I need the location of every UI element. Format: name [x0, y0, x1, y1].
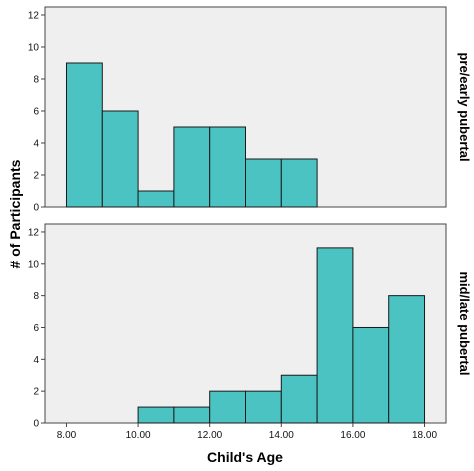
- histogram-bar: [137, 406, 175, 424]
- histogram-bar: [173, 406, 211, 424]
- panel-label-pre-early-pubertal: pre/early pubertal: [457, 52, 472, 161]
- x-tick-label: 18.00: [412, 430, 437, 441]
- histogram-bar: [137, 190, 175, 208]
- y-axis-title: # of Participants: [7, 159, 23, 268]
- histogram-bar: [209, 390, 246, 424]
- panel-label-mid-late-pubertal: mid/late pubertal: [457, 271, 472, 375]
- histogram-bar: [209, 126, 246, 208]
- histogram-bar: [173, 126, 211, 208]
- y-tick-label: 0: [33, 419, 39, 430]
- y-tick-label: 4: [33, 355, 39, 366]
- x-tick-label: 10.00: [126, 430, 151, 441]
- histogram-bar: [352, 326, 390, 424]
- histogram-bar: [388, 295, 426, 424]
- y-tick-label: 12: [28, 227, 40, 238]
- histogram-bar: [280, 374, 318, 424]
- y-tick-label: 4: [33, 139, 39, 150]
- x-axis: 8.00 10.00 12.00 14.00 16.00 18.00: [57, 423, 437, 441]
- x-tick-label: 8.00: [57, 430, 77, 441]
- y-tick-label: 10: [28, 43, 40, 54]
- x-tick-label: 12.00: [197, 430, 222, 441]
- histogram-bar: [101, 110, 139, 208]
- histogram-bar: [245, 158, 282, 208]
- y-tick-label: 10: [28, 259, 40, 270]
- x-axis-title: Child's Age: [207, 449, 283, 465]
- x-tick-label: 14.00: [269, 430, 294, 441]
- histogram-bar: [65, 62, 103, 208]
- y-tick-label: 6: [33, 107, 39, 118]
- histogram-bar: [280, 158, 318, 208]
- y-tick-label: 2: [33, 387, 39, 398]
- panel-pre-early-pubertal: 0 2 4 6 8 10 12 pre/early pubertal: [28, 6, 472, 214]
- y-tick-label: 12: [28, 11, 40, 22]
- histogram-bar: [316, 247, 354, 424]
- panel-mid-late-pubertal: 0 2 4 6 8 10 12 mid/late pubertal: [28, 223, 472, 430]
- y-tick-label: 8: [33, 291, 39, 302]
- y-tick-label: 2: [33, 171, 39, 182]
- y-tick-label: 0: [33, 203, 39, 214]
- histogram-bar: [245, 390, 282, 424]
- y-tick-label: 6: [33, 323, 39, 334]
- x-tick-label: 16.00: [340, 430, 365, 441]
- y-tick-label: 8: [33, 75, 39, 86]
